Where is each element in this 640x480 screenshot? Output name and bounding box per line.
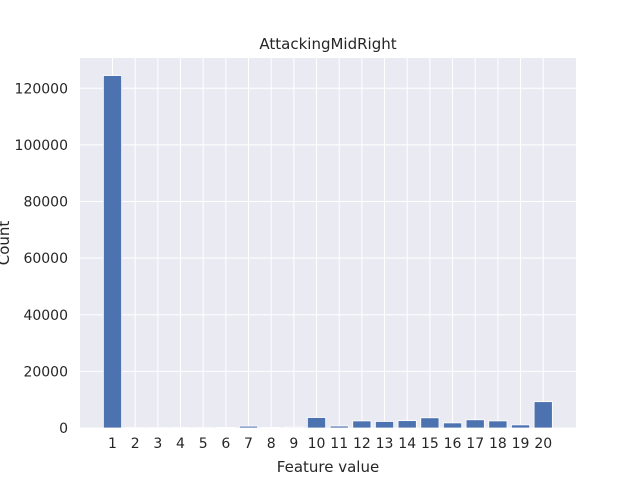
plot-background [80,58,576,428]
y-tick-label: 60000 [23,251,68,267]
bar-15 [420,417,440,429]
bar-14 [397,420,417,429]
x-tick-label: 11 [330,436,348,452]
x-tick-label: 8 [267,436,276,452]
x-tick-label: 10 [308,436,326,452]
x-axis-label: Feature value [277,458,379,476]
x-tick-label: 3 [153,436,162,452]
x-tick-label: 12 [353,436,371,452]
x-tick-label: 13 [376,436,394,452]
bar-6 [216,427,236,429]
x-tick-label: 9 [289,436,298,452]
bar-19 [511,424,531,429]
y-tick-label: 120000 [15,81,68,97]
y-tick-label: 100000 [15,138,68,154]
x-tick-label: 6 [221,436,230,452]
x-tick-label: 1 [108,436,117,452]
bar-20 [533,401,553,429]
bar-11 [329,425,349,429]
y-tick-label: 40000 [23,308,68,324]
bar-7 [239,425,259,429]
bar-9 [284,426,304,429]
x-tick-label: 19 [512,436,530,452]
x-tick-label: 2 [131,436,140,452]
bars [103,75,553,429]
bar-8 [261,427,281,429]
grid-lines [80,58,576,429]
x-tick-label: 7 [244,436,253,452]
x-tick-label: 17 [466,436,484,452]
x-tick-label: 20 [534,436,552,452]
y-tick-label: 20000 [23,364,68,380]
bar-1 [103,75,123,429]
bar-16 [443,422,463,429]
y-axis-label: Count [0,221,13,266]
x-tick-label: 5 [199,436,208,452]
y-tick-labels: 0 20000 40000 60000 80000 100000 120000 [15,81,68,437]
bar-12 [352,420,372,429]
bar-10 [307,417,327,429]
x-tick-label: 14 [398,436,416,452]
x-tick-labels: 1 2 3 4 5 6 7 8 9 10 11 12 13 14 15 16 17 18 19 20 [108,436,552,452]
y-tick-label: 80000 [23,195,68,211]
x-tick-label: 4 [176,436,185,452]
y-tick-label: 0 [59,421,68,437]
bar-13 [375,421,395,429]
chart-title: AttackingMidRight [259,35,396,53]
x-tick-label: 16 [444,436,462,452]
bar-17 [465,419,485,429]
x-tick-label: 18 [489,436,507,452]
bar-18 [488,420,508,429]
x-tick-label: 15 [421,436,439,452]
